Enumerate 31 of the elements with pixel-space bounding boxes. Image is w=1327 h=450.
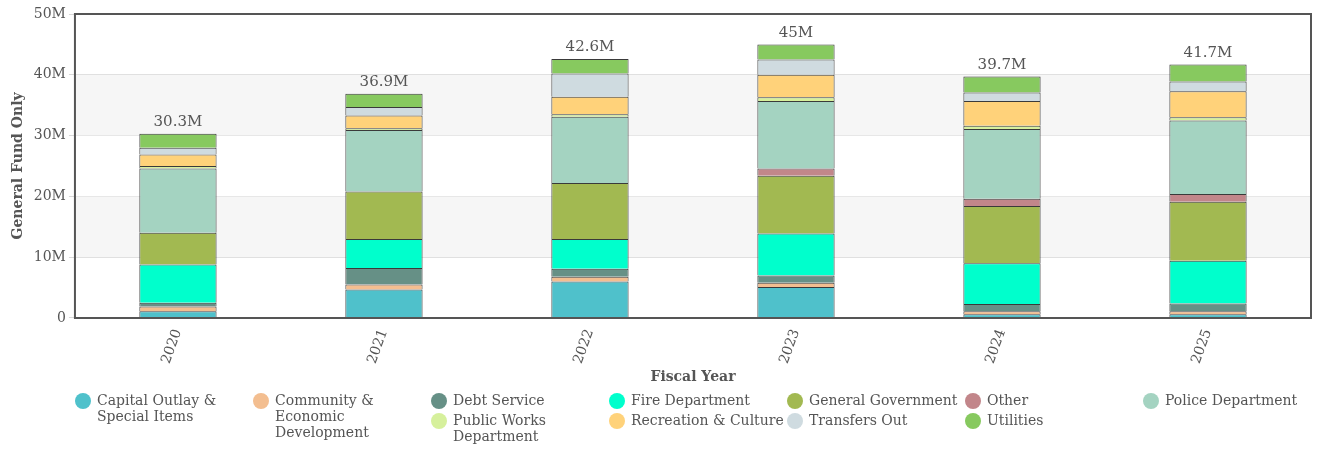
y-tick-label: 30M [33, 126, 66, 143]
total-label: 45M [778, 22, 814, 41]
total-label: 30.3M [153, 112, 203, 131]
x-tick-label: 2024 [981, 326, 1009, 366]
total-label: 41.7M [1183, 42, 1233, 61]
total-label: 42.6M [565, 37, 615, 56]
x-axis-title: Fiscal Year [650, 368, 737, 385]
y-tick-label: 20M [33, 187, 66, 204]
x-tick-label: 2023 [774, 326, 803, 366]
y-tick-label: 0 [57, 308, 66, 325]
legend-label: General Government [809, 392, 958, 408]
y-tick-label: 10M [33, 247, 66, 264]
x-tick-label: 2021 [362, 326, 391, 366]
total-label: 39.7M [977, 55, 1027, 74]
x-tick-label: 2025 [1187, 326, 1215, 366]
legend-label: Debt Service [453, 392, 545, 408]
legend-label: Recreation & Culture [631, 412, 784, 428]
x-tick-label: 2020 [156, 326, 185, 366]
total-label: 36.9M [359, 72, 409, 91]
y-axis-title: General Fund Only [9, 91, 26, 240]
y-tick-label: 50M [33, 4, 66, 21]
legend-label: Police Department [1165, 392, 1298, 408]
legend-label: Community & Economic Development [275, 392, 375, 440]
legend-label: Public Works Department [453, 412, 547, 444]
legend-label: Utilities [987, 412, 1044, 428]
legend-label: Fire Department [631, 392, 750, 408]
x-tick-label: 2022 [568, 326, 597, 366]
legend-label: Other [987, 392, 1029, 408]
y-tick-label: 40M [33, 65, 66, 82]
legend-label: Capital Outlay & Special Items [97, 392, 218, 424]
legend-label: Transfers Out [809, 412, 908, 428]
